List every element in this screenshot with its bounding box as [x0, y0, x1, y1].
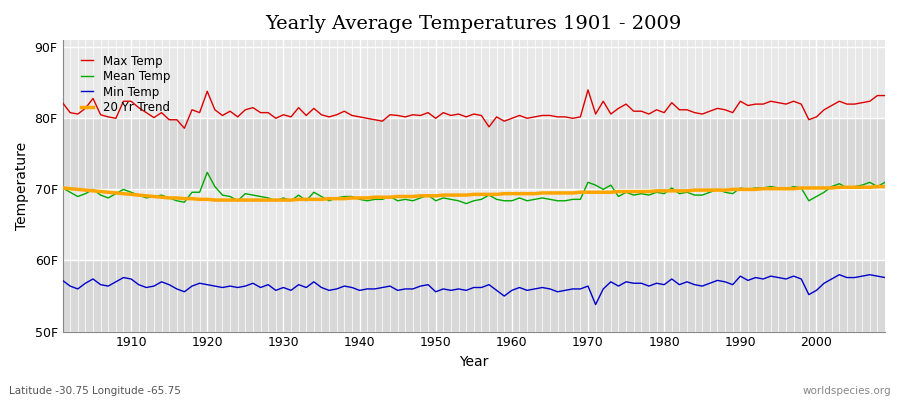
20 Yr Trend: [293, 197, 304, 202]
Min Temp: [285, 288, 296, 293]
Min Temp: [118, 275, 129, 280]
Y-axis label: Temperature: Temperature: [15, 142, 29, 230]
Mean Temp: [879, 180, 890, 185]
20 Yr Trend: [57, 186, 68, 190]
Legend: Max Temp, Mean Temp, Min Temp, 20 Yr Trend: Max Temp, Mean Temp, Min Temp, 20 Yr Tre…: [76, 50, 175, 119]
Bar: [62, 118, 885, 190]
20 Yr Trend: [514, 191, 525, 196]
Mean Temp: [514, 196, 525, 200]
Mean Temp: [522, 198, 533, 203]
20 Yr Trend: [879, 184, 890, 189]
20 Yr Trend: [339, 196, 350, 201]
Bar: [62, 40, 885, 118]
Mean Temp: [461, 201, 472, 206]
20 Yr Trend: [507, 191, 517, 196]
X-axis label: Year: Year: [459, 355, 489, 369]
Mean Temp: [293, 193, 304, 198]
Bar: [62, 260, 885, 332]
Text: Latitude -30.75 Longitude -65.75: Latitude -30.75 Longitude -65.75: [9, 386, 181, 396]
20 Yr Trend: [210, 198, 220, 202]
Mean Temp: [118, 187, 129, 192]
Max Temp: [179, 126, 190, 131]
Min Temp: [834, 272, 845, 277]
Line: 20 Yr Trend: 20 Yr Trend: [62, 186, 885, 200]
Line: Mean Temp: Mean Temp: [62, 172, 885, 204]
Min Temp: [606, 280, 616, 284]
Max Temp: [57, 100, 68, 105]
Max Temp: [339, 109, 350, 114]
20 Yr Trend: [118, 191, 129, 196]
20 Yr Trend: [872, 184, 883, 189]
Max Temp: [293, 105, 304, 110]
Min Temp: [590, 302, 601, 307]
Max Temp: [879, 93, 890, 98]
Text: worldspecies.org: worldspecies.org: [803, 386, 891, 396]
Min Temp: [57, 278, 68, 283]
Mean Temp: [57, 186, 68, 190]
Min Temp: [507, 288, 517, 293]
Min Temp: [879, 275, 890, 280]
Bar: [62, 190, 885, 260]
Min Temp: [499, 294, 509, 298]
Mean Temp: [613, 194, 624, 199]
20 Yr Trend: [606, 190, 616, 195]
Max Temp: [514, 113, 525, 118]
Line: Min Temp: Min Temp: [62, 275, 885, 304]
Max Temp: [582, 88, 593, 92]
Min Temp: [331, 286, 342, 291]
Mean Temp: [202, 170, 212, 175]
Max Temp: [613, 106, 624, 111]
Mean Temp: [339, 194, 350, 199]
Max Temp: [507, 116, 517, 121]
Line: Max Temp: Max Temp: [62, 90, 885, 128]
Title: Yearly Average Temperatures 1901 - 2009: Yearly Average Temperatures 1901 - 2009: [266, 15, 682, 33]
Max Temp: [118, 99, 129, 104]
